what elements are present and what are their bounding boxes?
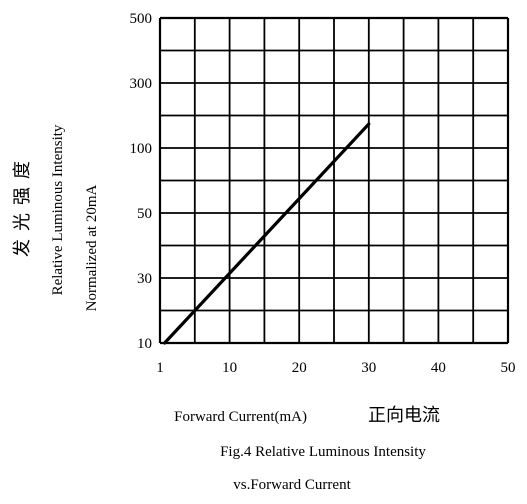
x-tick-label: 1 — [156, 360, 164, 376]
x-tick-label: 20 — [292, 360, 307, 376]
series-line — [163, 122, 371, 345]
x-tick-label: 30 — [361, 360, 376, 376]
x-tick-label: 10 — [222, 360, 237, 376]
y-tick-label: 300 — [130, 76, 153, 92]
y-tick-label: 100 — [130, 141, 153, 157]
x-axis-label-cn: 正向电流 — [368, 405, 440, 425]
figure-caption: Fig.4 Relative Luminous Intensity — [220, 444, 426, 460]
chart-series — [163, 122, 371, 345]
y-tick-label: 50 — [137, 206, 152, 222]
figure-caption-sub: vs.Forward Current — [233, 477, 351, 493]
y-tick-label: 30 — [137, 271, 152, 287]
y-axis-label-normalized: Normalized at 20mA — [84, 185, 100, 312]
y-axis-label: Relative Luminous Intensity — [50, 124, 66, 295]
x-axis-label: Forward Current(mA) — [174, 409, 307, 425]
chart-grid — [158, 16, 510, 345]
y-axis-label-cn: 发光强度 — [12, 153, 32, 257]
x-tick-label: 50 — [501, 360, 516, 376]
x-tick-label: 40 — [431, 360, 446, 376]
y-tick-label: 10 — [137, 336, 152, 352]
y-tick-label: 500 — [130, 11, 153, 27]
